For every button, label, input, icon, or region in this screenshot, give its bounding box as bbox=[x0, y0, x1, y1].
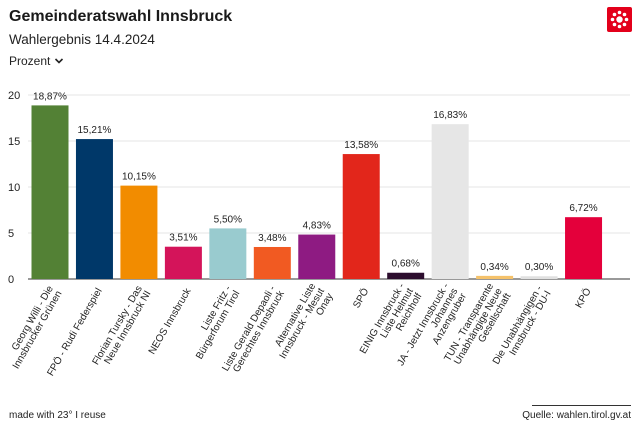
source-divider bbox=[532, 405, 631, 406]
bar bbox=[298, 234, 336, 279]
y-tick-label: 10 bbox=[8, 182, 20, 194]
y-tick-label: 15 bbox=[8, 136, 20, 148]
bar bbox=[164, 246, 202, 279]
data-label: 10,15% bbox=[122, 172, 156, 183]
data-label: 0,34% bbox=[480, 262, 508, 273]
x-tick-label: KPÖ bbox=[573, 286, 594, 310]
bar bbox=[31, 105, 69, 279]
bar bbox=[209, 228, 247, 279]
data-label: 6,72% bbox=[569, 203, 597, 214]
bar bbox=[120, 185, 158, 279]
unit-dropdown[interactable]: Prozent bbox=[9, 54, 64, 68]
y-tick-label: 0 bbox=[8, 274, 14, 286]
data-label: 3,48% bbox=[258, 233, 286, 244]
y-tick-label: 5 bbox=[8, 228, 14, 240]
bar bbox=[431, 124, 469, 279]
chart-title: Gemeinderatswahl Innsbruck bbox=[9, 8, 233, 25]
data-label: 5,50% bbox=[214, 214, 242, 225]
data-label: 0,68% bbox=[392, 259, 420, 270]
data-label: 13,58% bbox=[344, 140, 378, 151]
bar bbox=[476, 275, 514, 279]
data-label: 3,51% bbox=[169, 233, 197, 244]
unit-dropdown-label: Prozent bbox=[9, 54, 51, 68]
data-label: 18,87% bbox=[33, 91, 67, 102]
bar bbox=[520, 276, 558, 279]
made-with-credit[interactable]: made with 23° I reuse bbox=[9, 410, 106, 421]
data-label: 0,30% bbox=[525, 262, 553, 273]
bar bbox=[342, 154, 380, 279]
x-tick-label: SPÖ bbox=[350, 286, 371, 310]
chart-subtitle: Wahlergebnis 14.4.2024 bbox=[9, 32, 155, 47]
x-tick-label: NEOS Innsbruck bbox=[147, 286, 194, 357]
bar bbox=[387, 272, 425, 279]
data-label: 4,83% bbox=[303, 221, 331, 232]
source-credit[interactable]: Quelle: wahlen.tirol.gv.at bbox=[522, 410, 631, 421]
bar bbox=[75, 139, 113, 279]
chevron-down-icon bbox=[55, 58, 64, 64]
data-label: 16,83% bbox=[433, 110, 467, 121]
bar bbox=[253, 246, 291, 279]
bar bbox=[565, 217, 603, 279]
data-label: 15,21% bbox=[78, 125, 112, 136]
y-tick-label: 20 bbox=[8, 90, 20, 102]
tirol-logo-icon bbox=[607, 7, 632, 32]
